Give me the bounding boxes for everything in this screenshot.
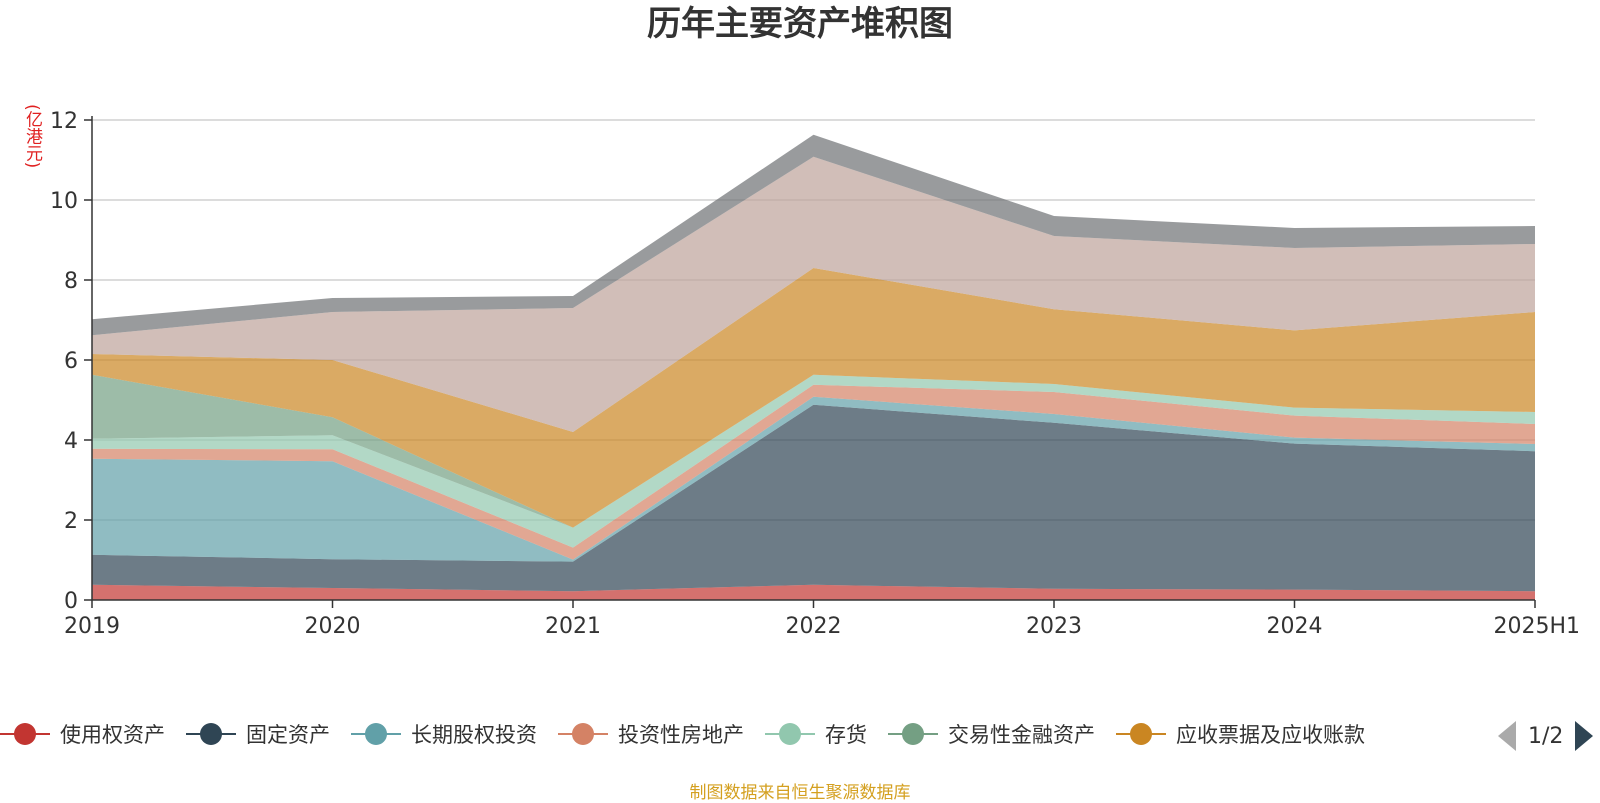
legend-dot <box>200 723 222 745</box>
legend-dot <box>902 723 924 745</box>
axes: 0 2 4 6 8 10 12 2019 2020 2021 2022 2023 2024 2025H1 <box>50 109 1580 639</box>
legend-label: 应收票据及应收账款 <box>1176 723 1365 747</box>
legend-item[interactable]: 使用权资产 <box>0 719 165 749</box>
legend-label: 交易性金融资产 <box>948 723 1095 747</box>
legend-label: 投资性房地产 <box>618 723 744 747</box>
legend-next-page-icon[interactable] <box>1575 721 1594 751</box>
legend-label: 长期股权投资 <box>411 723 537 747</box>
legend: 使用权资产 固定资产 长期股权投资 投资性房地产 存货 交易性金融资产 应收 <box>0 712 1600 756</box>
x-tick-label: 2023 <box>1026 614 1082 639</box>
legend-dot <box>1130 723 1152 745</box>
y-tick-label: 12 <box>50 109 78 134</box>
x-tick-label: 2024 <box>1267 614 1323 639</box>
area-4[interactable] <box>92 384 1535 560</box>
legend-swatch-icon <box>0 722 50 746</box>
x-tick-label: 2025H1 <box>1493 614 1580 639</box>
legend-item[interactable]: 投资性房地产 <box>558 719 744 749</box>
y-tick-label: 4 <box>64 429 78 454</box>
legend-label: 使用权资产 <box>60 723 165 747</box>
legend-swatch-icon <box>351 722 401 746</box>
x-tick-label: 2020 <box>305 614 361 639</box>
area-8[interactable] <box>92 156 1535 433</box>
legend-item[interactable]: 交易性金融资产 <box>888 719 1095 749</box>
y-tick-label: 6 <box>64 349 78 374</box>
legend-swatch-icon <box>186 722 236 746</box>
chart-title: 历年主要资产堆积图 <box>647 4 953 44</box>
legend-prev-page-icon[interactable] <box>1498 721 1516 751</box>
legend-item[interactable]: 存货 <box>765 719 867 749</box>
area-1[interactable] <box>92 584 1535 600</box>
legend-dot <box>14 723 36 745</box>
legend-swatch-icon <box>765 722 815 746</box>
legend-item[interactable]: 应收票据及应收账款 <box>1116 719 1365 749</box>
legend-swatch-icon <box>888 722 938 746</box>
x-tick-label: 2021 <box>545 614 601 639</box>
legend-item[interactable]: 长期股权投资 <box>351 719 537 749</box>
legend-label: 固定资产 <box>246 723 330 747</box>
legend-swatch-icon <box>1116 722 1166 746</box>
area-series <box>92 134 1535 600</box>
area-7[interactable] <box>92 268 1535 528</box>
area-5[interactable] <box>92 374 1535 548</box>
data-source-note: 制图数据来自恒生聚源数据库 <box>689 783 911 803</box>
area-9[interactable] <box>92 134 1535 336</box>
y-axis-unit-label: (亿港元) <box>22 104 42 169</box>
legend-dot <box>572 723 594 745</box>
x-tick-label: 2019 <box>64 614 120 639</box>
legend-dot <box>779 723 801 745</box>
legend-pager: 1/2 <box>1498 718 1594 754</box>
area-6[interactable] <box>92 374 1535 528</box>
area-3[interactable] <box>92 396 1535 562</box>
area-2[interactable] <box>92 404 1535 592</box>
y-tick-label: 0 <box>64 589 78 614</box>
x-tick-label: 2022 <box>786 614 842 639</box>
legend-dot <box>365 723 387 745</box>
y-tick-label: 2 <box>64 509 78 534</box>
y-tick-label: 10 <box>50 189 78 214</box>
legend-page-indicator: 1/2 <box>1528 723 1564 749</box>
legend-label: 存货 <box>825 723 867 747</box>
y-tick-label: 8 <box>64 269 78 294</box>
legend-swatch-icon <box>558 722 608 746</box>
legend-item[interactable]: 固定资产 <box>186 719 330 749</box>
